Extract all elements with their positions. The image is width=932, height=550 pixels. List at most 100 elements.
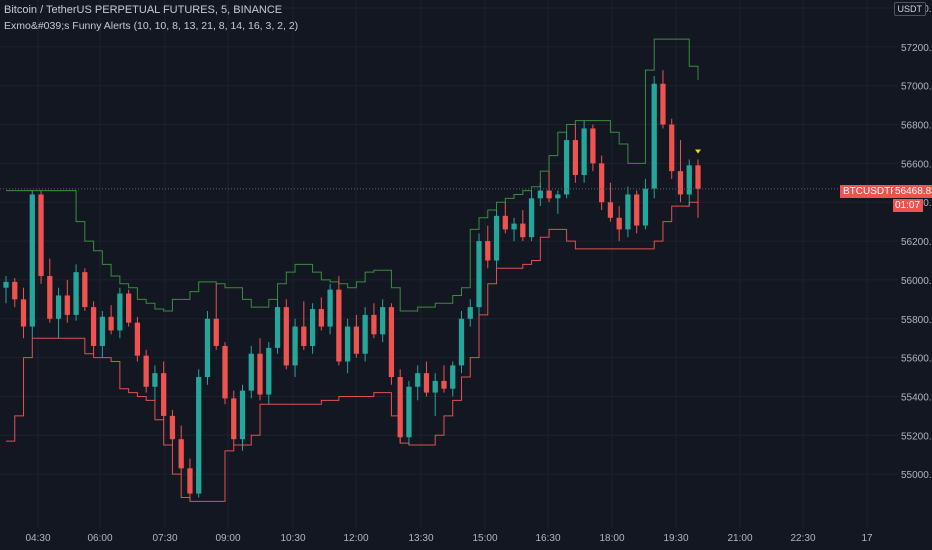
- candle-body-70: [616, 217, 622, 230]
- candle-body-15: [134, 322, 141, 356]
- candle-body-33: [292, 326, 298, 366]
- x-tick-label-9: 18:00: [599, 533, 624, 544]
- candle-body-16: [143, 355, 149, 387]
- candle-body-25: [222, 345, 228, 399]
- candle-body-69: [607, 202, 614, 218]
- candle-body-1: [12, 281, 18, 300]
- candle-body-10: [90, 307, 97, 346]
- y-tick-label-11: 57200.00: [901, 43, 932, 54]
- alert-marker-icon: [695, 149, 701, 154]
- x-tick-label-5: 12:00: [343, 533, 368, 544]
- x-tick-label-6: 13:30: [408, 533, 433, 544]
- y-tick-label-9: 56800.00: [901, 121, 932, 132]
- candle-body-54: [476, 241, 482, 308]
- candle-body-62: [546, 190, 552, 199]
- y-tick-label-8: 56600.00: [901, 159, 932, 170]
- candle-body-40: [353, 326, 360, 354]
- candle-body-27: [239, 390, 246, 440]
- candle-body-59: [520, 223, 526, 238]
- candle-body-75: [660, 83, 666, 125]
- candle-body-50: [441, 380, 447, 389]
- candle-body-52: [458, 318, 465, 366]
- candle-body-66: [581, 128, 587, 176]
- candle-body-49: [432, 380, 438, 393]
- candle-body-9: [82, 272, 88, 308]
- x-tick-label-1: 06:00: [87, 533, 112, 544]
- candle-body-17: [152, 373, 158, 387]
- last-price-tag: 56468.83: [893, 185, 932, 198]
- candle-body-78: [686, 165, 692, 195]
- symbol-title: Bitcoin / TetherUS PERPETUAL FUTURES, 5,…: [4, 4, 283, 16]
- candle-body-31: [274, 307, 281, 348]
- candle-body-20: [178, 439, 184, 469]
- lower-band-line: [6, 198, 699, 502]
- candle-body-8: [73, 272, 79, 315]
- candle-body-19: [169, 415, 176, 440]
- candle-body-30: [266, 347, 272, 395]
- x-tick-label-13: 17: [861, 533, 873, 544]
- y-tick-label-0: 55000.00: [901, 470, 932, 481]
- x-tick-label-3: 09:00: [215, 533, 240, 544]
- indicator-legend: Exmo&#039;s Funny Alerts (10, 10, 8, 13,…: [4, 20, 299, 32]
- candle-body-13: [117, 293, 123, 331]
- candle-body-74: [651, 83, 657, 189]
- x-tick-label-7: 15:00: [472, 533, 497, 544]
- candle-body-0: [3, 281, 9, 288]
- candle-body-3: [29, 194, 35, 327]
- y-tick-label-1: 55200.00: [901, 431, 932, 442]
- candle-body-57: [502, 215, 508, 230]
- candle-body-58: [511, 223, 517, 230]
- candle-body-77: [677, 171, 684, 195]
- candle-body-12: [108, 316, 114, 331]
- candle-body-45: [397, 377, 403, 438]
- candle-body-34: [301, 326, 307, 346]
- candle-body-32: [283, 307, 289, 366]
- candle-body-64: [563, 140, 570, 195]
- y-tick-label-10: 57000.00: [901, 82, 932, 93]
- candle-body-68: [599, 163, 605, 203]
- x-tick-label-8: 16:30: [535, 533, 560, 544]
- candle-body-55: [485, 241, 491, 261]
- candle-body-39: [344, 326, 351, 362]
- candle-body-53: [467, 307, 473, 319]
- candle-body-11: [99, 316, 105, 346]
- candle-body-46: [406, 386, 412, 438]
- candle-body-76: [669, 124, 675, 172]
- candle-body-47: [415, 373, 421, 387]
- candle-body-65: [572, 140, 578, 176]
- candle-body-7: [64, 295, 70, 315]
- candle-body-79: [695, 165, 701, 189]
- currency-unit-button[interactable]: USDT: [893, 2, 926, 16]
- candle-body-18: [161, 373, 167, 416]
- candle-body-37: [327, 289, 333, 327]
- y-tick-label-5: 56000.00: [901, 276, 932, 287]
- candle-body-73: [642, 188, 649, 226]
- y-tick-label-6: 56200.00: [901, 237, 932, 248]
- candle-body-60: [528, 198, 535, 238]
- x-tick-label-2: 07:30: [152, 533, 177, 544]
- bar-countdown-tag: 01:07: [893, 199, 924, 212]
- candle-body-63: [555, 194, 561, 199]
- x-tick-label-11: 21:00: [727, 533, 752, 544]
- candle-body-23: [204, 318, 211, 378]
- candle-body-22: [196, 377, 202, 494]
- candle-body-51: [450, 365, 456, 389]
- candle-body-6: [55, 295, 62, 319]
- x-tick-label-10: 19:30: [663, 533, 688, 544]
- x-tick-label-12: 22:30: [790, 533, 815, 544]
- candle-body-56: [493, 215, 500, 261]
- y-tick-label-2: 55400.00: [901, 392, 932, 403]
- candle-body-26: [231, 398, 237, 440]
- candle-body-24: [213, 318, 219, 346]
- candle-body-14: [126, 293, 132, 323]
- y-tick-label-3: 55600.00: [901, 354, 932, 365]
- candle-body-36: [318, 309, 324, 327]
- candle-body-41: [362, 314, 368, 354]
- candle-body-48: [423, 373, 430, 393]
- candle-body-29: [257, 353, 263, 395]
- candle-body-35: [309, 309, 316, 346]
- candle-body-28: [248, 353, 254, 391]
- x-tick-label-0: 04:30: [25, 533, 50, 544]
- candle-body-2: [20, 299, 27, 327]
